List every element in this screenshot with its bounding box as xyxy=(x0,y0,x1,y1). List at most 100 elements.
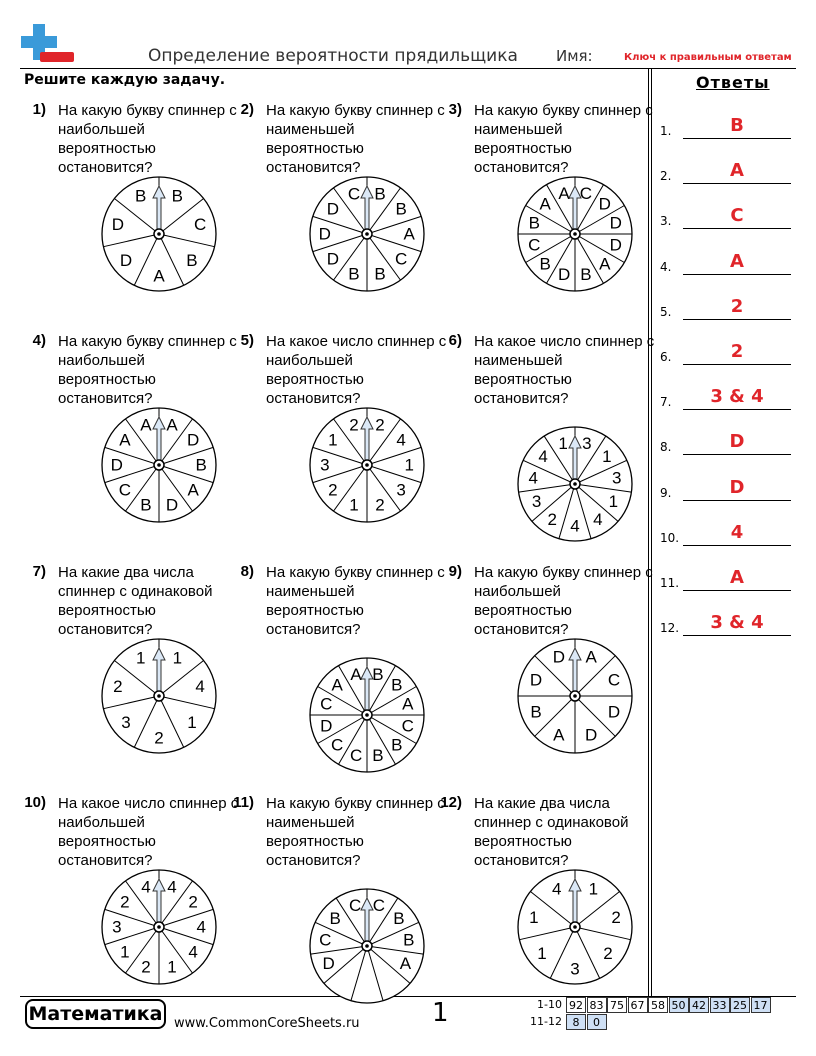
answer: A xyxy=(730,567,744,588)
answer-number: 12. xyxy=(660,621,680,636)
section-line xyxy=(104,908,160,928)
spinner-pin xyxy=(157,694,161,698)
section-label: 4 xyxy=(570,517,579,536)
section-label: 2 xyxy=(120,893,129,912)
section-label: B xyxy=(540,254,551,273)
score-cell: 58 xyxy=(648,997,668,1013)
section-line xyxy=(543,435,576,485)
section-label: 3 xyxy=(121,713,130,732)
section-label: D xyxy=(553,648,565,667)
section-line xyxy=(366,714,417,744)
section-label: 2 xyxy=(113,677,122,696)
section-label: C xyxy=(608,670,620,689)
section-line xyxy=(125,464,160,512)
question: На какое число спиннер с наименьшей веро… xyxy=(474,333,655,407)
section-label: 4 xyxy=(396,431,405,450)
section-label: D xyxy=(327,249,339,268)
section-line xyxy=(366,233,422,253)
section-label: B xyxy=(393,909,404,928)
score-cell: 33 xyxy=(709,997,730,1013)
answer-number: 3. xyxy=(660,214,672,229)
section-label: 1 xyxy=(537,944,546,963)
score-cell: 8 xyxy=(566,1014,586,1030)
section-line xyxy=(158,198,204,235)
spinner-arrow xyxy=(360,665,374,716)
answer-line xyxy=(683,635,791,637)
answer-number: 11. xyxy=(660,576,680,590)
problem-number: 11) xyxy=(233,794,254,811)
section-label: 1 xyxy=(404,456,413,475)
section-line xyxy=(574,655,616,697)
section-label: A xyxy=(140,415,152,434)
section-line xyxy=(158,926,214,946)
section-label: B xyxy=(530,703,541,722)
section-label: D xyxy=(585,725,597,744)
section-label: B xyxy=(374,184,385,203)
section-label: C xyxy=(320,695,332,714)
answer-number: 6. xyxy=(660,350,672,364)
section-line xyxy=(158,908,214,928)
section-line xyxy=(558,483,576,539)
section-line xyxy=(158,464,214,484)
section-label: B xyxy=(186,251,197,270)
section-line xyxy=(366,921,420,947)
section-label: C xyxy=(402,716,414,735)
question: На какие два числа спиннер с одинаковой … xyxy=(58,564,213,638)
section-label: D xyxy=(530,670,542,689)
section-line xyxy=(333,418,368,466)
section-line xyxy=(158,926,193,974)
answer: 3 & 4 xyxy=(710,612,764,634)
section-line xyxy=(574,184,604,235)
answer-number: 5. xyxy=(660,304,672,319)
question: На какую букву спиннер с наименьшей веро… xyxy=(266,102,445,176)
section-line xyxy=(103,695,160,710)
section-line xyxy=(530,891,576,928)
section-label: C xyxy=(395,249,407,268)
section-label: A xyxy=(332,676,344,695)
answer: 3 & 4 xyxy=(710,386,764,408)
section-label: 4 xyxy=(552,879,561,898)
section-label: D xyxy=(187,431,199,450)
section-line xyxy=(574,483,592,539)
name-label: Имя: xyxy=(556,47,593,65)
answer: D xyxy=(729,476,745,498)
section-line xyxy=(574,459,628,485)
answer: 2 xyxy=(730,341,744,362)
section-label: C xyxy=(528,235,540,254)
section-line xyxy=(574,205,625,235)
spinner-arrow xyxy=(152,184,166,235)
spinner-arrow xyxy=(152,415,166,466)
question: На какую букву спиннер с наименьшей веро… xyxy=(266,795,445,869)
section-label: 1 xyxy=(589,879,598,898)
section-label: B xyxy=(372,746,383,765)
section-label: D xyxy=(608,703,620,722)
instructions: Решите каждую задачу. xyxy=(24,72,226,88)
problem-number: 12) xyxy=(440,794,462,811)
problem-number: 10) xyxy=(24,794,46,811)
section-line xyxy=(338,714,368,765)
section-label: 2 xyxy=(141,958,150,977)
score-cell: 75 xyxy=(607,997,627,1013)
question: На какое число спиннер с наибольшей веро… xyxy=(266,333,447,407)
section-label: B xyxy=(395,200,406,219)
answer-line xyxy=(683,138,791,139)
spinner-pin xyxy=(365,944,369,948)
section-line xyxy=(366,665,396,716)
spinner-pin xyxy=(157,463,161,467)
spinner-arrow xyxy=(568,434,582,485)
section-line xyxy=(333,187,368,235)
section-line xyxy=(335,897,368,947)
section-label: 1 xyxy=(349,496,358,515)
section-line xyxy=(366,233,401,281)
spinner-pin xyxy=(365,463,369,467)
question: На какое число спиннер с наибольшей веро… xyxy=(58,795,239,869)
section-line xyxy=(366,418,401,466)
section-line xyxy=(158,695,185,748)
answer: 2 xyxy=(730,295,744,317)
section-line xyxy=(158,880,193,928)
section-label: B xyxy=(348,265,359,284)
answer-line xyxy=(683,499,791,501)
